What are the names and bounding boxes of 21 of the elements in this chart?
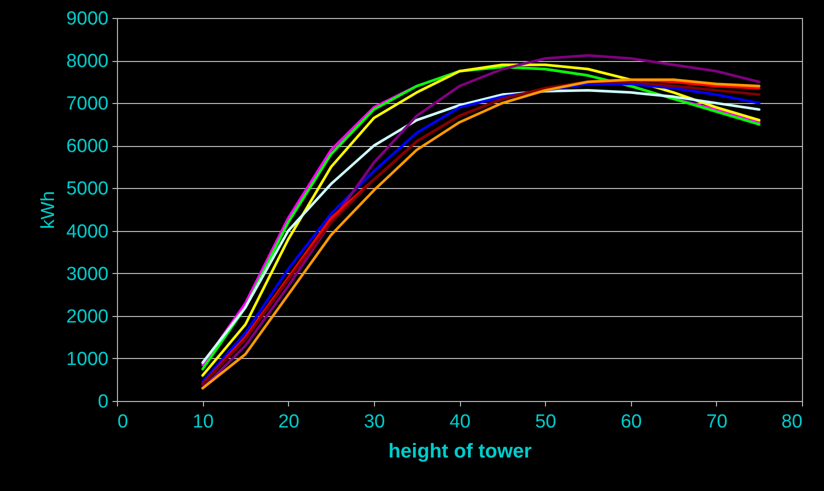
x-tick-label: 30 (364, 412, 385, 432)
y-tick-label: 5000 (66, 178, 108, 200)
x-tick-label: 10 (192, 412, 214, 432)
x-tick-label: 20 (278, 412, 300, 432)
y-tick-label: 6000 (66, 136, 108, 158)
y-tick-label: 1000 (66, 348, 108, 370)
x-axis-title: height of tower (388, 440, 532, 462)
x-tick-label: 80 (781, 412, 802, 432)
y-tick-label: 8000 (66, 51, 108, 72)
y-tick-label: 3000 (66, 264, 108, 285)
y-tick-label: 0 (98, 392, 108, 412)
x-tick-label: 40 (449, 412, 471, 432)
x-tick-label: 70 (706, 412, 728, 432)
x-tick-label: 60 (620, 412, 642, 432)
y-tick-label: 7000 (66, 94, 108, 115)
x-tick-label: 50 (535, 412, 556, 432)
y-tick-label: 4000 (66, 221, 108, 242)
y-tick-label: 9000 (66, 8, 108, 30)
y-axis-title: kWh (38, 191, 60, 229)
x-tick-label: 0 (118, 412, 128, 432)
y-tick-label: 2000 (66, 306, 108, 328)
